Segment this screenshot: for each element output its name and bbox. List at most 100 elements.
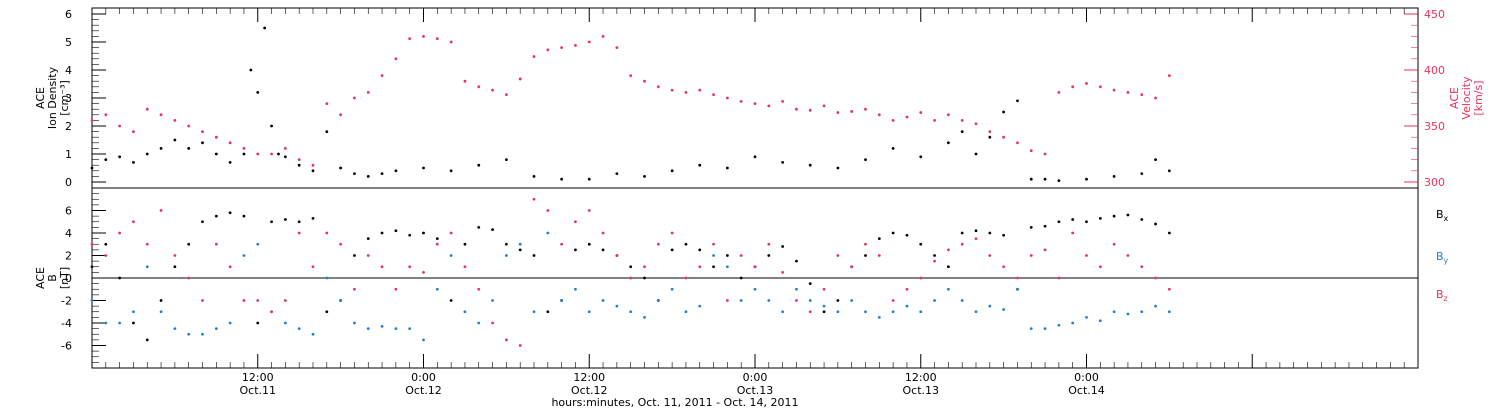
velocity-point [477,85,481,89]
density-point [311,169,315,173]
by-point [242,254,246,257]
bx-point [118,276,122,280]
velocity-point [933,119,936,122]
velocity-point [1167,74,1171,77]
density-point [781,161,785,164]
by-point [1126,312,1130,316]
velocity-point [270,152,273,156]
bx-point [546,310,550,314]
density-point [919,155,923,159]
bx-point [422,231,425,235]
by-point [297,327,301,331]
bz-point [283,299,287,302]
bz-point [366,254,370,257]
legend-bx: Bx [1436,208,1449,223]
by-point [1002,308,1006,311]
bz-point [297,231,301,235]
by-point [988,304,992,308]
bz-point [574,220,577,224]
velocity-point [311,163,315,167]
velocity-point [905,115,909,119]
legend-by: By [1436,250,1449,265]
density-point [353,172,356,176]
bx-point [698,248,702,252]
by-point [118,321,122,325]
density-point [891,147,895,150]
bx-point [629,265,633,269]
bx-point [242,214,246,218]
bz-point [159,209,163,212]
by-point [463,310,467,314]
velocity-point [1085,82,1088,85]
density-point [988,135,992,139]
bx-point [353,254,356,257]
density-point [187,147,191,150]
velocity-axis-label-line1: ACE [1448,87,1461,109]
density-point [90,166,94,170]
velocity-tick-label: 400 [1424,64,1445,77]
bz-point [201,299,204,302]
bz-point [256,299,260,302]
velocity-point [256,152,260,156]
velocity-point [228,141,232,145]
plasma-panel: 0 1 2 3 4 5 6 300 350 400 450 ACE Ion Density [cm… [34,7,1485,189]
bz-point [1140,265,1144,269]
by-point [339,299,343,302]
velocity-point [435,37,439,41]
bz-point [394,287,398,291]
bx-point [1029,225,1033,229]
bx-point [491,228,494,232]
velocity-point [574,43,577,47]
bx-point [270,220,273,224]
by-point [201,332,204,336]
field-tick-label: 6 [65,205,72,218]
by-point [795,287,798,291]
bx-point [1085,220,1088,224]
bx-point [822,310,826,314]
bx-point [435,237,439,241]
bx-point [864,254,867,257]
bx-point [283,218,287,221]
by-point [1029,327,1033,331]
bz-point [1098,265,1102,269]
date-tick-label: Oct.13 [902,384,939,397]
velocity-point [988,130,992,134]
density-tick-label: 1 [65,148,72,161]
velocity-point [1057,91,1061,94]
velocity-point [974,122,978,126]
density-point [1057,179,1061,183]
bx-point [1167,231,1171,235]
density-point [366,175,370,178]
bz-point [877,254,881,257]
bz-point [270,310,273,314]
field-tick-label: -6 [61,340,72,353]
bz-point [477,287,481,291]
bz-point [214,242,218,246]
bz-point [739,254,743,257]
velocity-point [946,113,950,117]
bx-point [836,299,840,302]
bx-point [228,211,232,215]
density-point [228,161,232,164]
velocity-point [1098,85,1102,89]
time-tick-label: 12:00 [242,371,274,384]
time-tick-label: 0:00 [743,371,768,384]
bz-point [684,276,688,280]
by-point [808,299,812,302]
by-point [256,242,260,246]
bz-point [173,254,177,257]
time-tick-label: 12:00 [573,371,605,384]
by-point [877,315,881,319]
bx-point [781,245,785,248]
field-legend: Bx By Bz [1436,208,1449,303]
density-point [725,166,729,170]
bx-point [449,299,453,302]
bz-point [546,209,550,212]
bx-point [974,229,978,233]
bz-point [698,265,702,269]
density-point [394,169,398,173]
density-axis-label-line1: ACE [34,87,47,109]
bz-point [656,242,660,246]
bx-point [877,237,881,241]
